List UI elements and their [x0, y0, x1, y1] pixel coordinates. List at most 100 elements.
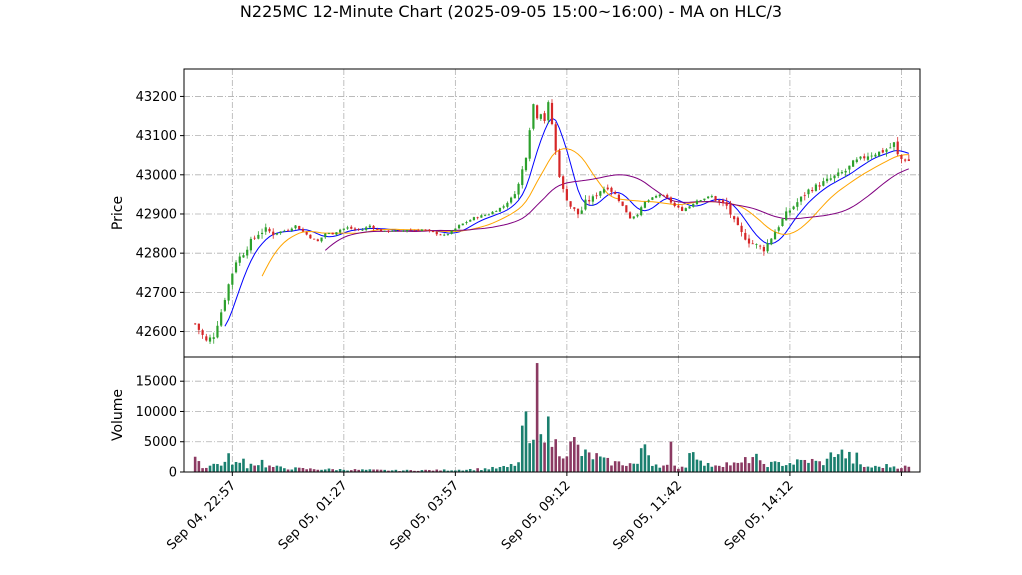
volume-bar: [543, 442, 546, 472]
volume-bar: [539, 434, 543, 472]
volume-bar: [907, 466, 911, 472]
volume-bar: [796, 459, 799, 472]
volume-bar: [896, 468, 899, 472]
candle-body: [528, 130, 531, 159]
candle-body: [874, 154, 877, 157]
candle-body: [454, 228, 457, 231]
candle-body: [904, 159, 907, 161]
volume-bar: [201, 468, 204, 472]
candle-body: [365, 227, 368, 230]
price-tick-label: 43000: [136, 168, 177, 183]
volume-bar: [498, 467, 502, 472]
candle-body: [461, 223, 464, 226]
candle-body: [762, 246, 765, 252]
candle-body: [699, 200, 702, 201]
volume-bar: [606, 457, 610, 472]
candle-body: [361, 229, 364, 231]
candle-body: [212, 337, 215, 339]
volume-bar: [197, 461, 201, 472]
volume-bar: [617, 461, 621, 472]
candle-body: [305, 232, 308, 235]
candle-body: [907, 159, 910, 162]
volume-bar: [691, 452, 695, 472]
candle-body: [286, 230, 290, 232]
candle-body: [807, 189, 810, 195]
volume-bar: [613, 461, 617, 472]
candle-body: [736, 217, 739, 226]
volume-bar: [253, 465, 256, 472]
volume-bar: [409, 470, 413, 472]
candle-body: [669, 197, 673, 203]
candle-body: [751, 243, 754, 245]
volume-bar: [573, 437, 576, 472]
candle-body: [825, 178, 829, 182]
volume-bar: [487, 469, 491, 472]
volume-bar: [602, 457, 606, 472]
candle-body: [666, 194, 669, 198]
volume-bar: [234, 461, 238, 472]
candle-body: [840, 172, 844, 174]
candle-body: [227, 284, 230, 301]
volume-bar: [732, 462, 736, 472]
volume-tick-label: 0: [169, 466, 177, 481]
candle-body: [197, 323, 200, 330]
volume-bar: [312, 469, 316, 472]
candle-body: [654, 196, 658, 198]
price-y-label: Price: [110, 196, 126, 230]
candle-body: [498, 207, 502, 212]
candle-body: [851, 160, 855, 167]
volume-bar: [822, 465, 825, 472]
volume-bar: [468, 468, 472, 472]
candle-body: [405, 229, 409, 232]
candle-body: [339, 229, 342, 233]
candle-body: [357, 229, 360, 230]
candle-body: [848, 165, 851, 170]
candle-body: [573, 207, 576, 209]
candle-body: [714, 196, 717, 201]
volume-bar: [323, 469, 327, 472]
candle-body: [532, 104, 535, 129]
volume-bar: [717, 465, 721, 472]
volume-bar: [509, 464, 513, 472]
volume-bar: [669, 441, 673, 472]
volume-bar: [810, 458, 814, 472]
volume-bar: [747, 463, 751, 472]
candle-body: [643, 201, 647, 208]
volume-bar: [442, 469, 446, 472]
chart-title: N225MC 12-Minute Chart (2025-09-05 15:00…: [240, 2, 782, 21]
candle-body: [710, 196, 713, 198]
volume-bar: [231, 464, 234, 472]
candle-body: [279, 231, 282, 234]
candle-body: [346, 227, 349, 229]
volume-bar: [881, 468, 885, 472]
volume-bar: [402, 470, 405, 472]
volume-bar: [807, 462, 810, 472]
volume-bar: [279, 466, 282, 472]
volume-bar: [784, 465, 788, 472]
volume-bar: [271, 466, 275, 472]
volume-bar: [238, 462, 242, 472]
candle-body: [755, 244, 758, 245]
volume-bar: [818, 461, 821, 472]
volume-bar: [520, 425, 524, 472]
volume-bar: [799, 459, 803, 472]
volume-bar: [517, 462, 520, 472]
volume-bar: [301, 468, 305, 472]
volume-bar: [706, 462, 710, 472]
volume-bar: [316, 469, 320, 472]
volume-bar: [506, 467, 509, 472]
candle-body: [621, 201, 624, 206]
volume-bar: [699, 460, 702, 472]
volume-bar: [491, 466, 494, 472]
volume-bar: [205, 467, 208, 472]
volume-bar: [219, 465, 223, 472]
volume-bar: [903, 465, 907, 472]
price-tick-label: 43100: [136, 129, 177, 144]
volume-bar: [658, 467, 662, 472]
volume-bar: [673, 465, 676, 472]
volume-bar: [662, 465, 665, 472]
volume-bar: [264, 467, 268, 472]
volume-bar: [472, 470, 476, 472]
candle-body: [417, 230, 420, 232]
